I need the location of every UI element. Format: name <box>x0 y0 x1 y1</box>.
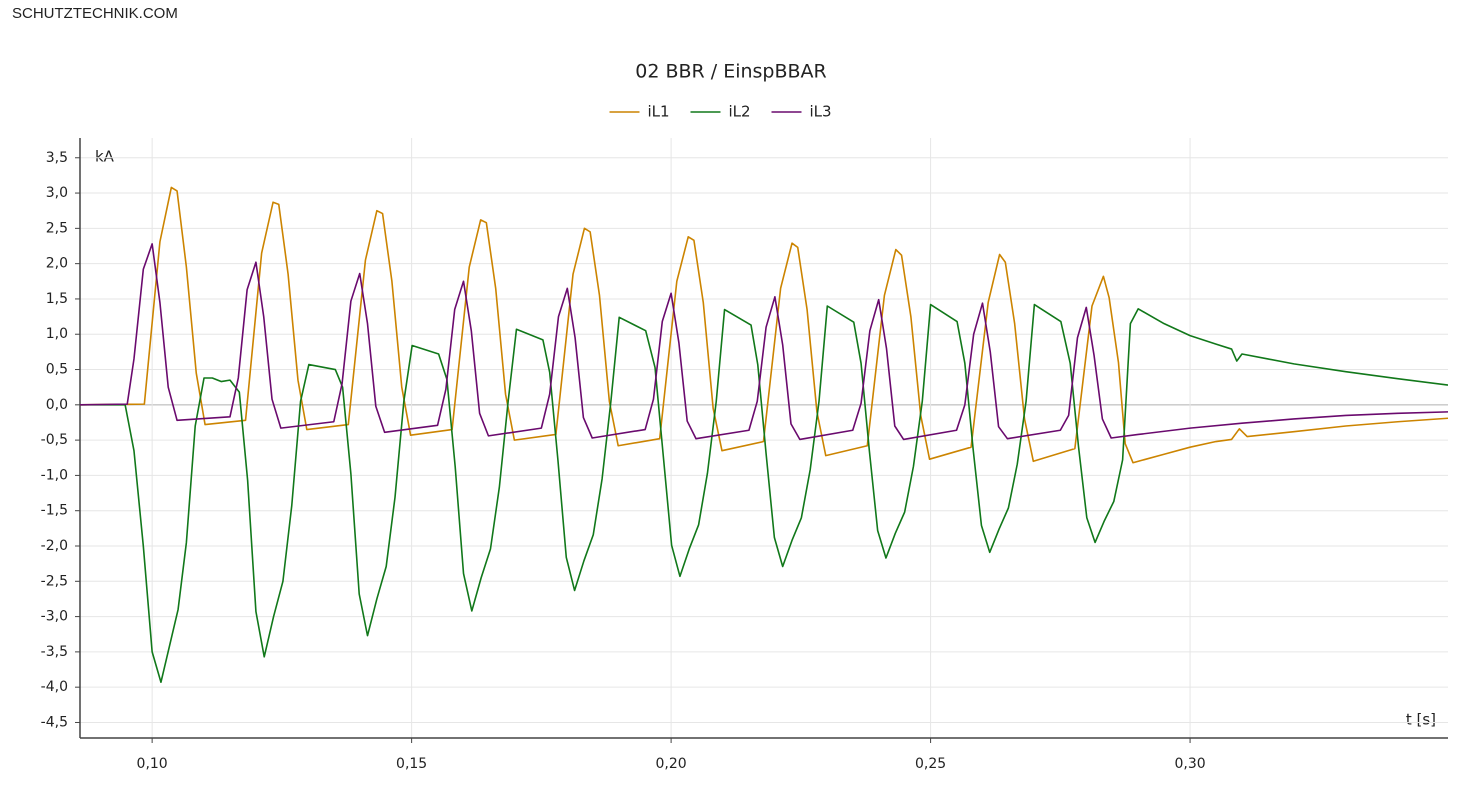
y-tick-label: -1,5 <box>41 503 68 519</box>
y-tick-label: 3,0 <box>46 185 68 201</box>
y-tick-label: 2,0 <box>46 256 68 272</box>
x-axis-label: t [s] <box>1406 711 1436 729</box>
y-tick-label: -4,0 <box>41 679 68 695</box>
y-tick-label: -4,5 <box>41 714 68 730</box>
legend-label: iL1 <box>648 103 670 121</box>
legend-label: iL3 <box>810 103 832 121</box>
series-line <box>80 243 1448 441</box>
y-tick-label: -2,5 <box>41 573 68 589</box>
chart-title: 02 BBR / EinspBBAR <box>635 61 827 83</box>
site-header: SCHUTZTECHNIK.COM <box>12 5 178 22</box>
y-tick-label: 0,0 <box>46 397 68 413</box>
x-tick-label: 0,10 <box>137 756 168 772</box>
y-tick-label: 1,5 <box>46 291 68 307</box>
series-line <box>80 303 1448 684</box>
x-tick-label: 0,30 <box>1174 756 1205 772</box>
y-axis-unit: kA <box>95 148 115 166</box>
y-tick-label: -1,0 <box>41 467 68 483</box>
x-tick-label: 0,20 <box>656 756 687 772</box>
x-tick-label: 0,25 <box>915 756 946 772</box>
y-tick-label: 3,5 <box>46 150 68 166</box>
y-tick-label: 0,5 <box>46 362 68 378</box>
y-tick-label: 1,0 <box>46 326 68 342</box>
y-tick-label: 2,5 <box>46 220 68 236</box>
x-tick-label: 0,15 <box>396 756 427 772</box>
y-tick-label: -3,0 <box>41 609 68 625</box>
y-tick-label: -3,5 <box>41 644 68 660</box>
y-tick-label: -0,5 <box>41 432 68 448</box>
y-tick-label: -2,0 <box>41 538 68 554</box>
legend-label: iL2 <box>729 103 751 121</box>
